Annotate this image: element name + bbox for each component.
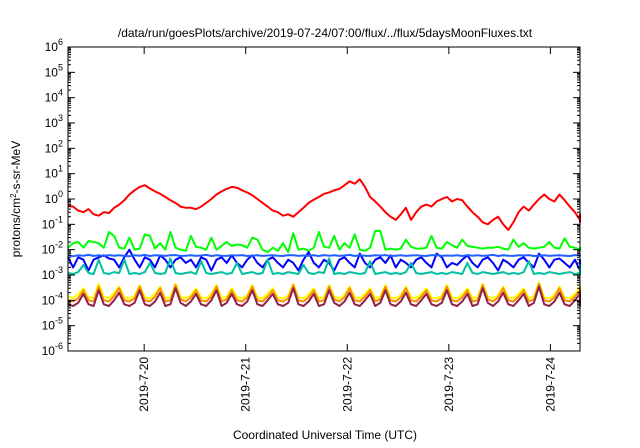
series-layer <box>67 178 581 307</box>
series-line-0 <box>67 178 581 231</box>
y-tick-label-9: 103 <box>45 113 63 130</box>
y-tick-label-11: 105 <box>45 62 63 79</box>
y-axis-label-rest: -s-sr-MeV <box>9 141 23 194</box>
x-tick-label-4: 2019-7-24 <box>543 357 557 412</box>
x-axis-label: Coordinated Universal Time (UTC) <box>233 428 417 442</box>
y-tick-label-8: 102 <box>45 138 63 155</box>
x-tick-label-2: 2019-7-22 <box>340 357 354 412</box>
y-axis: 10-6 10-5 10-4 10-3 10-2 10-1 100 101 102 103 104 1… <box>42 37 580 358</box>
series-line-6 <box>67 282 581 303</box>
y-tick-label-10: 104 <box>45 88 63 105</box>
x-axis: 2019-7-20 2019-7-21 2019-7-22 2019-7-23 2019… <box>137 47 557 412</box>
y-tick-label-2: 10-4 <box>42 290 63 307</box>
y-axis-label-exponent: 2 <box>9 193 18 198</box>
y-tick-label-4: 10-2 <box>42 240 63 257</box>
y-axis-label-unit: protons/cm <box>9 198 23 257</box>
y-tick-label-5: 10-1 <box>42 214 63 231</box>
plot-area: 10-6 10-5 10-4 10-3 10-2 10-1 100 101 102 103 104 1… <box>42 37 581 412</box>
chart-title: /data/run/goesPlots/archive/2019-07-24/0… <box>118 26 533 40</box>
series-line-1 <box>67 229 581 254</box>
y-tick-label-1: 10-5 <box>42 316 63 333</box>
y-tick-label-7: 101 <box>45 164 63 181</box>
y-tick-label-0: 10-6 <box>42 341 63 358</box>
series-line-2 <box>67 248 581 272</box>
series-line-4 <box>67 257 581 275</box>
y-tick-label-12: 106 <box>45 37 63 54</box>
series-line-7 <box>67 285 581 307</box>
y-tick-label-6: 100 <box>45 189 63 206</box>
x-tick-label-1: 2019-7-21 <box>239 357 253 412</box>
y-axis-label: protons/cm2-s-sr-MeV <box>9 141 24 257</box>
series-line-3 <box>67 253 581 258</box>
x-tick-label-3: 2019-7-23 <box>442 357 456 412</box>
y-tick-label-3: 10-3 <box>42 265 63 282</box>
x-tick-label-0: 2019-7-20 <box>137 357 151 412</box>
plot-frame <box>67 46 581 352</box>
series-line-5 <box>67 281 581 300</box>
